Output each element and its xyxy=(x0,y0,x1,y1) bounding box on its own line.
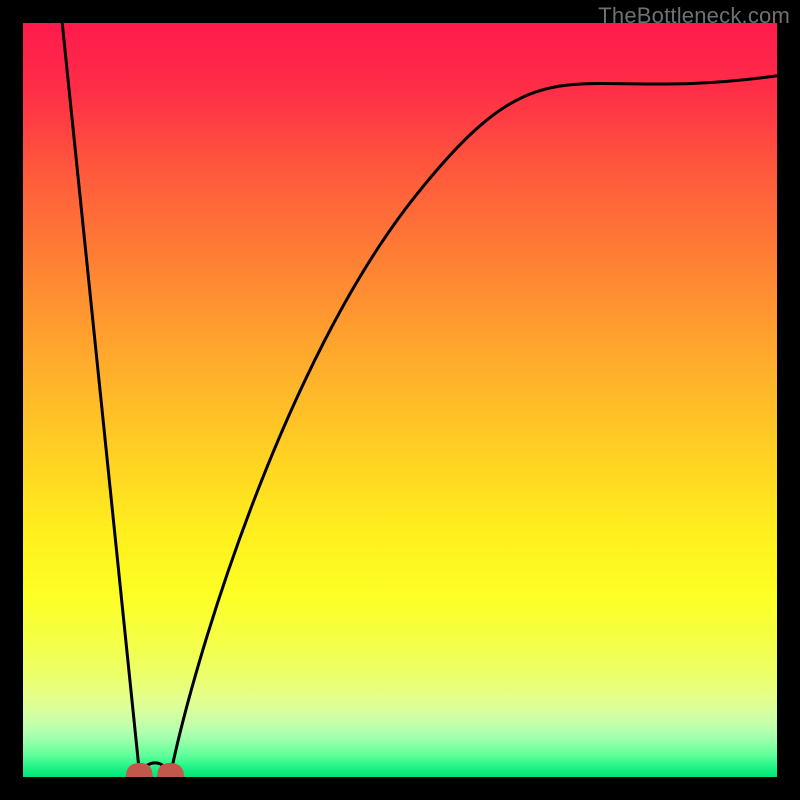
plot-background xyxy=(23,23,777,777)
watermark-text: TheBottleneck.com xyxy=(598,3,790,29)
bottleneck-chart: TheBottleneck.com xyxy=(0,0,800,800)
chart-canvas xyxy=(0,0,800,800)
